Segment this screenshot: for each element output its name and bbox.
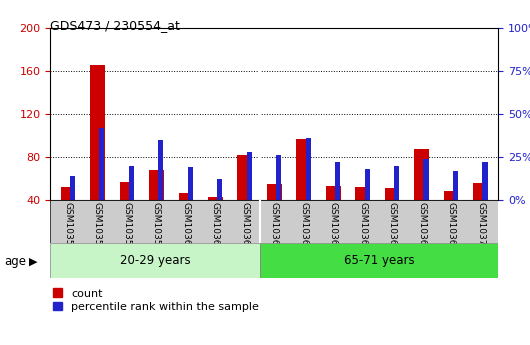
Bar (306, 138, 311, 200)
Bar (70, 176, 75, 200)
Bar (158, 140, 163, 200)
Bar (90, 65, 105, 200)
Bar (482, 162, 488, 200)
Text: GSM10363: GSM10363 (270, 202, 279, 252)
Bar (237, 155, 252, 200)
Text: GSM10366: GSM10366 (358, 202, 367, 252)
Bar (326, 186, 341, 200)
Bar (385, 188, 400, 200)
Legend: count, percentile rank within the sample: count, percentile rank within the sample (53, 288, 259, 312)
Bar (276, 155, 281, 200)
Text: 20-29 years: 20-29 years (120, 254, 190, 267)
Bar (50, 200, 498, 243)
Text: 65-71 years: 65-71 years (343, 254, 414, 267)
Text: GSM10354: GSM10354 (64, 202, 73, 252)
Bar (423, 159, 429, 200)
Bar (335, 162, 340, 200)
Text: GSM10369: GSM10369 (447, 202, 456, 252)
Bar (60, 187, 75, 200)
Text: GSM10364: GSM10364 (299, 202, 308, 252)
Bar (149, 170, 164, 200)
Text: ▶: ▶ (29, 256, 38, 266)
Bar (267, 184, 281, 200)
Bar (444, 191, 458, 200)
Text: age: age (4, 255, 26, 268)
Text: GSM10360: GSM10360 (181, 202, 190, 252)
Text: GDS473 / 230554_at: GDS473 / 230554_at (50, 19, 180, 32)
Bar (365, 169, 369, 200)
Text: GSM10362: GSM10362 (240, 202, 249, 252)
Bar (99, 128, 104, 200)
Bar (473, 183, 488, 200)
Bar (260, 243, 498, 278)
Text: GSM10365: GSM10365 (329, 202, 338, 252)
Bar (208, 197, 223, 200)
Text: GSM10368: GSM10368 (417, 202, 426, 252)
Text: GSM10367: GSM10367 (387, 202, 396, 252)
Text: GSM10356: GSM10356 (122, 202, 131, 252)
Bar (296, 139, 311, 200)
Bar (246, 152, 252, 200)
Text: GSM10355: GSM10355 (93, 202, 102, 252)
Bar (355, 187, 370, 200)
Text: GSM10370: GSM10370 (476, 202, 485, 252)
Bar (217, 179, 223, 200)
Bar (179, 193, 193, 200)
Bar (129, 166, 134, 200)
Bar (50, 243, 260, 278)
Bar (120, 182, 134, 200)
Bar (453, 171, 458, 200)
Text: GSM10361: GSM10361 (211, 202, 220, 252)
Text: GSM10359: GSM10359 (152, 202, 161, 252)
Bar (188, 167, 193, 200)
Bar (414, 149, 429, 200)
Bar (394, 166, 399, 200)
